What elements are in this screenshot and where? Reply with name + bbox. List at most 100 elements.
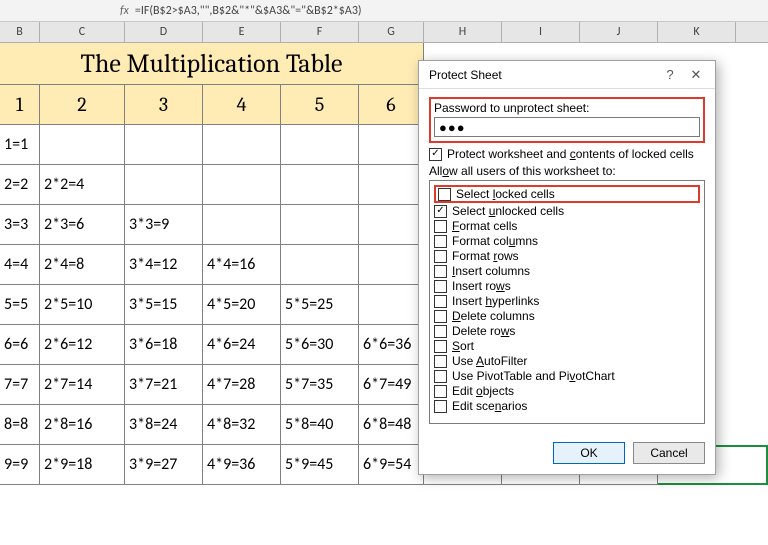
column-header[interactable]: F [281,22,359,42]
column-header[interactable]: J [580,22,658,42]
data-cell[interactable]: 2*6=12 [40,325,125,365]
checkbox-icon[interactable] [434,235,447,248]
data-cell[interactable] [281,245,359,285]
data-cell[interactable]: 5*9=45 [281,445,359,485]
data-cell[interactable]: 2*3=6 [40,205,125,245]
checkbox-icon[interactable] [434,265,447,278]
checkbox-icon[interactable] [434,220,447,233]
close-icon[interactable]: ✕ [683,67,709,83]
data-cell[interactable]: 3*3=9 [125,205,203,245]
permission-item[interactable]: Insert hyperlinks [434,294,700,308]
header-number-cell[interactable]: 3 [125,85,203,125]
header-number-cell[interactable]: 2 [40,85,125,125]
checkbox-icon[interactable] [434,250,447,263]
permission-item[interactable]: Format cells [434,219,700,233]
permission-item[interactable]: Edit objects [434,384,700,398]
checkbox-icon[interactable] [438,188,451,201]
row-first-cell[interactable]: 6=6 [0,325,40,365]
permission-item[interactable]: Format columns [434,234,700,248]
checkbox-icon[interactable] [434,295,447,308]
permission-item[interactable]: Delete rows [434,324,700,338]
permission-item[interactable]: Delete columns [434,309,700,323]
header-number-cell[interactable]: 1 [0,85,40,125]
data-cell[interactable] [125,165,203,205]
data-cell[interactable] [359,165,424,205]
data-cell[interactable] [40,125,125,165]
column-header[interactable]: C [40,22,125,42]
data-cell[interactable] [281,125,359,165]
data-cell[interactable]: 5*8=40 [281,405,359,445]
data-cell[interactable] [203,205,281,245]
data-cell[interactable] [359,125,424,165]
data-cell[interactable]: 6*7=49 [359,365,424,405]
permission-item[interactable]: Use PivotTable and PivotChart [434,369,700,383]
data-cell[interactable]: 5*5=25 [281,285,359,325]
data-cell[interactable]: 3*9=27 [125,445,203,485]
column-header[interactable]: G [359,22,424,42]
permissions-listbox[interactable]: Select locked cellsSelect unlocked cells… [429,180,705,424]
permission-item[interactable]: Format rows [434,249,700,263]
data-cell[interactable]: 3*8=24 [125,405,203,445]
permission-item[interactable]: Select unlocked cells [434,204,700,218]
header-number-cell[interactable]: 4 [203,85,281,125]
data-cell[interactable]: 4*4=16 [203,245,281,285]
checkbox-icon[interactable] [434,400,447,413]
permission-item[interactable]: Edit scenarios [434,399,700,413]
ok-button[interactable]: OK [553,442,625,464]
data-cell[interactable]: 3*6=18 [125,325,203,365]
data-cell[interactable]: 6*6=36 [359,325,424,365]
checkbox-icon[interactable] [434,340,447,353]
row-first-cell[interactable]: 3=3 [0,205,40,245]
permission-item[interactable]: Insert rows [434,279,700,293]
column-header[interactable]: I [502,22,580,42]
data-cell[interactable]: 4*8=32 [203,405,281,445]
data-cell[interactable] [203,165,281,205]
data-cell[interactable] [359,205,424,245]
checkbox-icon[interactable] [434,310,447,323]
column-header[interactable]: H [424,22,502,42]
data-cell[interactable]: 3*4=12 [125,245,203,285]
cancel-button[interactable]: Cancel [633,442,705,464]
permission-item[interactable]: Select locked cells [434,185,700,203]
data-cell[interactable]: 2*9=18 [40,445,125,485]
column-header[interactable]: B [0,22,40,42]
checkbox-icon[interactable] [429,148,442,161]
row-first-cell[interactable]: 5=5 [0,285,40,325]
data-cell[interactable]: 3*5=15 [125,285,203,325]
column-header[interactable]: D [125,22,203,42]
help-icon[interactable]: ? [657,67,683,82]
column-header[interactable]: E [203,22,281,42]
data-cell[interactable]: 2*7=14 [40,365,125,405]
data-cell[interactable]: 5*6=30 [281,325,359,365]
checkbox-icon[interactable] [434,280,447,293]
data-cell[interactable]: 2*2=4 [40,165,125,205]
data-cell[interactable]: 4*9=36 [203,445,281,485]
row-first-cell[interactable]: 8=8 [0,405,40,445]
row-first-cell[interactable]: 7=7 [0,365,40,405]
row-first-cell[interactable]: 1=1 [0,125,40,165]
password-input[interactable] [434,117,700,137]
data-cell[interactable] [359,285,424,325]
data-cell[interactable]: 6*8=48 [359,405,424,445]
checkbox-icon[interactable] [434,355,447,368]
column-header[interactable]: K [658,22,736,42]
data-cell[interactable]: 4*6=24 [203,325,281,365]
data-cell[interactable]: 2*8=16 [40,405,125,445]
data-cell[interactable] [125,125,203,165]
dialog-titlebar[interactable]: Protect Sheet ? ✕ [419,61,715,89]
data-cell[interactable]: 3*7=21 [125,365,203,405]
checkbox-icon[interactable] [434,205,447,218]
data-cell[interactable]: 2*5=10 [40,285,125,325]
data-cell[interactable]: 2*4=8 [40,245,125,285]
permission-item[interactable]: Sort [434,339,700,353]
data-cell[interactable]: 4*7=28 [203,365,281,405]
protect-contents-checkbox-row[interactable]: Protect worksheet and contents of locked… [429,147,705,161]
row-first-cell[interactable]: 4=4 [0,245,40,285]
data-cell[interactable] [203,125,281,165]
row-first-cell[interactable]: 9=9 [0,445,40,485]
data-cell[interactable]: 4*5=20 [203,285,281,325]
checkbox-icon[interactable] [434,385,447,398]
permission-item[interactable]: Insert columns [434,264,700,278]
checkbox-icon[interactable] [434,325,447,338]
checkbox-icon[interactable] [434,370,447,383]
